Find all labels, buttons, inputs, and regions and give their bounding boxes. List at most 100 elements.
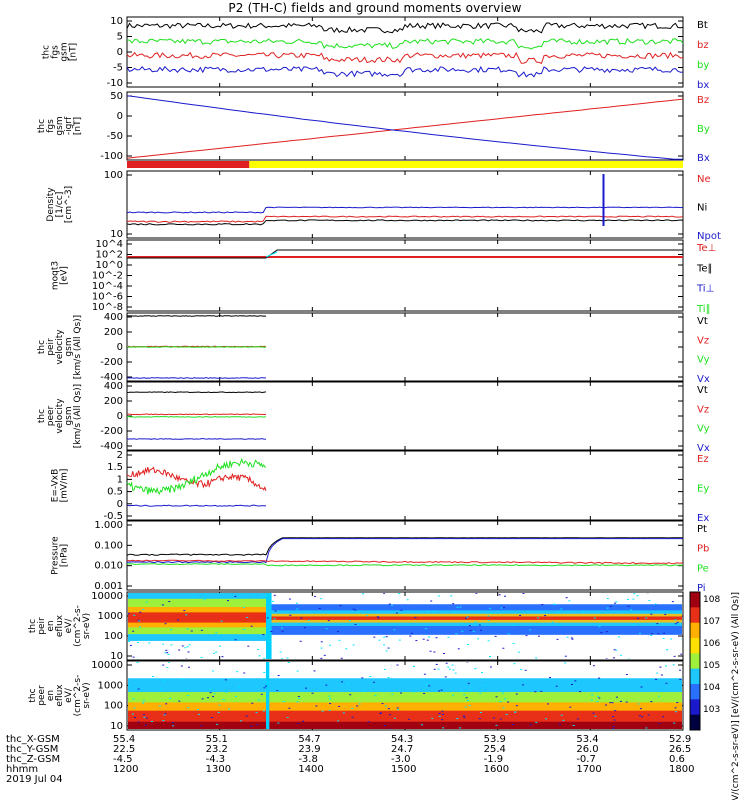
eph-value: 26.0 [576,744,599,755]
series-Vy [126,415,267,418]
series-by [127,37,684,50]
colorbar-segment [690,622,700,639]
y-tick-label: 100 [104,631,123,642]
series-Pe [126,563,684,567]
eph-value: 23.2 [205,744,228,755]
y-axis-label-line: [eV] [60,266,70,285]
legend-Vt: Vt [697,385,708,396]
y-axis-label-line: eV/ [64,618,74,634]
y-tick-label: 0 [117,342,123,353]
eph-value: 52.9 [669,734,692,745]
eph-value: 1700 [576,764,602,775]
series-Pi [127,538,683,564]
y-axis-label-line: en [46,620,56,631]
y-tick-label: 0.5 [107,487,123,498]
y-axis-label-line: sr-eV) [82,682,92,708]
series-bx [126,65,684,78]
eph-value: -4.3 [205,754,226,765]
y-axis-label-line: peer [37,685,47,706]
colorbar-tick: 106 [703,639,720,649]
panel-peer-velocity [126,381,684,451]
y-axis-label-line: velocity [55,329,65,365]
eph-value: 1400 [298,764,324,775]
y-tick-label: 10 [110,721,123,732]
legend-Ni: Ni [697,203,707,214]
y-tick-label: 10^-6 [92,292,123,303]
eph-value: 53.9 [483,734,506,745]
legend-Bt: Bt [697,20,708,31]
y-axis-label-line: en [46,690,56,701]
y-tick-label: 1000 [98,680,123,691]
eph-value: 54.3 [391,734,414,745]
legend-Ti⊥: Ti⊥ [696,284,714,295]
mode-bar-fast [249,161,683,168]
colorbar-segment [690,684,700,700]
eph-value: -4.5 [113,754,133,765]
legend-Vx: Vx [697,443,710,454]
y-tick-label: -0.5 [103,511,123,522]
spectro-band [266,662,270,729]
eph-value: 53.4 [576,734,599,745]
colorbar-tick: 103 [703,705,720,715]
y-axis-label-line: velocity [55,398,65,434]
panel-temperature [126,239,684,312]
series-Ex [126,504,267,507]
colorbar-segment [690,592,700,608]
eph-value: 25.4 [483,744,506,755]
y-axis-label-line: fgs [46,119,56,133]
y-tick-label: -200 [100,426,123,437]
y-axis-label-line: gsm [55,116,65,135]
panel-frame [126,239,684,312]
eph-label-y: thc_Y-GSM [6,744,59,755]
y-axis-label-line: eflux [55,614,65,637]
y-tick-label: 0.010 [94,561,123,572]
legend-Vz: Vz [697,335,709,346]
legend-Ne: Ne [697,174,711,185]
y-tick-label: -100 [100,151,123,162]
series-Bt [126,22,684,34]
series-Ez [126,466,267,491]
y-tick-label: -200 [100,357,123,368]
spectro-band [128,721,682,729]
y-axis-label-line: [mV/m] [60,469,70,503]
y-tick-label: 50 [110,91,123,102]
legend-bx: bx [697,80,709,91]
eph-value: 1800 [669,764,695,775]
colorbar-tick: 107 [703,617,720,627]
y-tick-label: 0 [117,47,123,58]
eph-value: 22.5 [113,744,136,755]
colorbar-segment [690,668,700,685]
series-Vx [126,438,267,440]
y-axis-label-line: sr-eV) [82,613,92,639]
y-axis-label-line: [km/s (All Qs)] [73,315,83,379]
legend-Vt: Vt [697,316,708,327]
series-Ne [126,215,684,223]
y-tick-label: 1000 [98,611,123,622]
legend-bz: bz [697,40,709,51]
legend-By: By [697,124,710,135]
y-tick-label: 10^2 [96,250,123,261]
y-tick-label: 0 [117,499,123,510]
panel-frame [126,520,684,591]
panel-fgs [126,16,684,88]
y-tick-label: -400 [100,372,123,383]
eph-value: 26.5 [669,744,692,755]
y-tick-label: -5 [113,63,123,74]
series-Bz [126,98,684,159]
y-axis-label-line: thc [37,409,47,423]
y-tick-label: 1 [117,474,123,485]
y-tick-label: 100 [104,170,123,181]
y-tick-label: 0.100 [94,540,123,551]
y-tick-label: 2 [117,450,123,461]
legend-Pe: Pe [697,563,709,574]
y-tick-label: 200 [104,327,123,338]
mode-bar-slow [127,161,250,168]
y-axis-label-line: peer [46,405,56,426]
y-axis-label-line: [nT] [73,117,83,135]
y-axis-label-line: (cm^2-s- [73,605,83,647]
series-Pb [126,559,684,565]
series-Ey [126,457,267,495]
eph-value: 55.4 [113,734,136,745]
y-tick-label: -400 [100,441,123,452]
legend-Ex: Ex [697,513,709,524]
